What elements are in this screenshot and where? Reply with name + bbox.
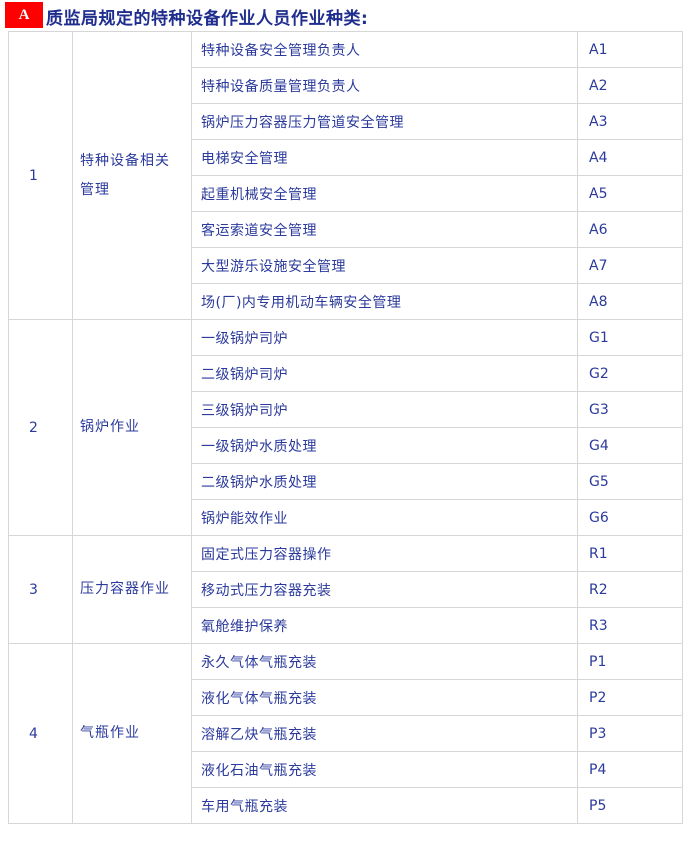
item-name-cell: 二级锅炉水质处理 (191, 463, 578, 500)
table-row: 车用气瓶充装 P5 (9, 787, 683, 824)
table-row: 2 锅炉作业 一级锅炉司炉 G1 (8, 319, 683, 536)
item-code-cell: A8 (577, 283, 683, 320)
table-row: 特种设备质量管理负责人 A2 (9, 67, 683, 104)
item-name-cell: 锅炉能效作业 (191, 499, 578, 536)
item-name-cell: 电梯安全管理 (191, 139, 578, 176)
table-row: 大型游乐设施安全管理 A7 (9, 247, 683, 284)
item-code-cell: A3 (577, 103, 683, 140)
table-row: 二级锅炉司炉 G2 (9, 355, 683, 392)
item-name-cell: 客运索道安全管理 (191, 211, 578, 248)
item-name-cell: 溶解乙炔气瓶充装 (191, 715, 578, 752)
item-name-cell: 大型游乐设施安全管理 (191, 247, 578, 284)
table-row: 3 压力容器作业 固定式压力容器操作 R1 (8, 535, 683, 644)
table-row: 锅炉压力容器压力管道安全管理 A3 (9, 103, 683, 140)
item-name-cell: 锅炉压力容器压力管道安全管理 (191, 103, 578, 140)
item-code-cell: G3 (577, 391, 683, 428)
item-name-cell: 移动式压力容器充装 (191, 571, 578, 608)
item-code-cell: G6 (577, 499, 683, 536)
section-badge-label: A (18, 6, 30, 23)
item-code-cell: A2 (577, 67, 683, 104)
page-header: A 质监局规定的特种设备作业人员作业种类: (0, 0, 689, 31)
item-code-cell: G4 (577, 427, 683, 464)
table-row: 液化石油气瓶充装 P4 (9, 751, 683, 788)
item-code-cell: P3 (577, 715, 683, 752)
item-code-cell: G1 (577, 319, 683, 356)
item-name-cell: 起重机械安全管理 (191, 175, 578, 212)
item-name-cell: 一级锅炉水质处理 (191, 427, 578, 464)
table-row: 锅炉能效作业 G6 (9, 499, 683, 536)
group-number-cell: 1 (8, 31, 73, 320)
table-row: 氧舱维护保养 R3 (9, 607, 683, 644)
item-code-cell: A6 (577, 211, 683, 248)
item-code-cell: P5 (577, 787, 683, 824)
item-code-cell: A1 (577, 31, 683, 68)
table-row: 1 特种设备相关管理 特种设备安全管理负责人 A1 (8, 31, 683, 320)
group-number-cell: 4 (8, 643, 73, 824)
item-code-cell: R3 (577, 607, 683, 644)
item-code-cell: R1 (577, 535, 683, 572)
table-row: 电梯安全管理 A4 (9, 139, 683, 176)
table-row: 移动式压力容器充装 R2 (9, 571, 683, 608)
section-badge: A (5, 2, 43, 28)
item-name-cell: 二级锅炉司炉 (191, 355, 578, 392)
page-title: 质监局规定的特种设备作业人员作业种类: (46, 9, 369, 29)
group-category-cell: 气瓶作业 (72, 643, 192, 824)
group-number-cell: 3 (8, 535, 73, 644)
table-row: 三级锅炉司炉 G3 (9, 391, 683, 428)
item-name-cell: 特种设备安全管理负责人 (191, 31, 578, 68)
table-row: 场(厂)内专用机动车辆安全管理 A8 (9, 283, 683, 320)
item-name-cell: 特种设备质量管理负责人 (191, 67, 578, 104)
item-code-cell: P4 (577, 751, 683, 788)
table-row: 二级锅炉水质处理 G5 (9, 463, 683, 500)
item-name-cell: 场(厂)内专用机动车辆安全管理 (191, 283, 578, 320)
table-row: 客运索道安全管理 A6 (9, 211, 683, 248)
item-code-cell: A7 (577, 247, 683, 284)
item-name-cell: 氧舱维护保养 (191, 607, 578, 644)
item-name-cell: 一级锅炉司炉 (191, 319, 578, 356)
table-row: 4 气瓶作业 永久气体气瓶充装 P1 (8, 643, 683, 824)
table-row: 起重机械安全管理 A5 (9, 175, 683, 212)
item-code-cell: P2 (577, 679, 683, 716)
item-name-cell: 固定式压力容器操作 (191, 535, 578, 572)
item-name-cell: 液化气体气瓶充装 (191, 679, 578, 716)
item-code-cell: A4 (577, 139, 683, 176)
group-category-cell: 特种设备相关管理 (72, 31, 192, 320)
table-row: 溶解乙炔气瓶充装 P3 (9, 715, 683, 752)
item-name-cell: 永久气体气瓶充装 (191, 643, 578, 680)
category-table-body: 1 特种设备相关管理 特种设备安全管理负责人 A1 特种设备质量管理负责人 A2 锅炉压力容… (8, 31, 683, 824)
item-code-cell: G5 (577, 463, 683, 500)
item-name-cell: 液化石油气瓶充装 (191, 751, 578, 788)
group-category-cell: 锅炉作业 (72, 319, 192, 536)
item-code-cell: P1 (577, 643, 683, 680)
group-number-cell: 2 (8, 319, 73, 536)
item-code-cell: A5 (577, 175, 683, 212)
table-row: 液化气体气瓶充装 P2 (9, 679, 683, 716)
item-code-cell: R2 (577, 571, 683, 608)
group-category-cell: 压力容器作业 (72, 535, 192, 644)
item-name-cell: 车用气瓶充装 (191, 787, 578, 824)
item-code-cell: G2 (577, 355, 683, 392)
item-name-cell: 三级锅炉司炉 (191, 391, 578, 428)
special-equipment-category-table: 1 特种设备相关管理 特种设备安全管理负责人 A1 特种设备质量管理负责人 A2 锅炉压力容… (8, 31, 683, 824)
